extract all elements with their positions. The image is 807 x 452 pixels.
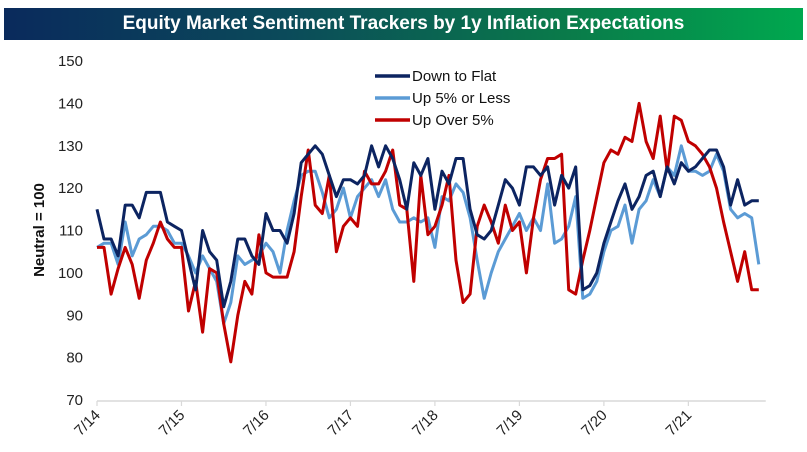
series-line-up-5-or-less [96, 144, 761, 326]
series-line-up-over-5- [97, 101, 759, 364]
y-tick-label: 90 [66, 307, 83, 324]
y-tick-label: 140 [58, 95, 83, 112]
y-tick-label: 110 [59, 223, 83, 240]
y-axis-label: Neutral = 100 [31, 183, 48, 277]
x-tick-label: 7/19 [494, 407, 527, 440]
series-lines [95, 101, 761, 364]
x-tick-label: 7/21 [663, 407, 696, 440]
legend-label: Up 5% or Less [412, 90, 510, 107]
chart-title: Equity Market Sentiment Trackers by 1y I… [122, 13, 685, 34]
y-tick-label: 120 [58, 180, 83, 197]
y-axis: 70 80 90 100 110 120 130 140 150 [58, 53, 83, 409]
y-tick-label: 70 [66, 392, 83, 409]
y-tick-label: 150 [58, 53, 83, 70]
chart-title-bar: Equity Market Sentiment Trackers by 1y I… [4, 8, 803, 40]
x-tick-label: 7/16 [240, 407, 273, 440]
x-tick-label: 7/14 [71, 407, 104, 440]
x-axis: 7/14 7/15 7/16 7/17 7/18 7/19 7/20 7/21 [71, 400, 766, 440]
x-tick-label: 7/15 [156, 407, 189, 440]
legend-label: Up Over 5% [412, 112, 494, 129]
y-tick-label: 130 [58, 138, 83, 155]
y-tick-label: 80 [66, 350, 83, 367]
x-tick-label: 7/20 [578, 407, 611, 440]
legend: Down to Flat Up 5% or Less Up Over 5% [375, 68, 510, 129]
x-tick-label: 7/17 [325, 407, 358, 440]
legend-label: Down to Flat [412, 68, 497, 85]
y-tick-label: 100 [58, 265, 83, 282]
series-line-down-to-flat [95, 144, 759, 309]
x-tick-label: 7/18 [409, 407, 442, 440]
